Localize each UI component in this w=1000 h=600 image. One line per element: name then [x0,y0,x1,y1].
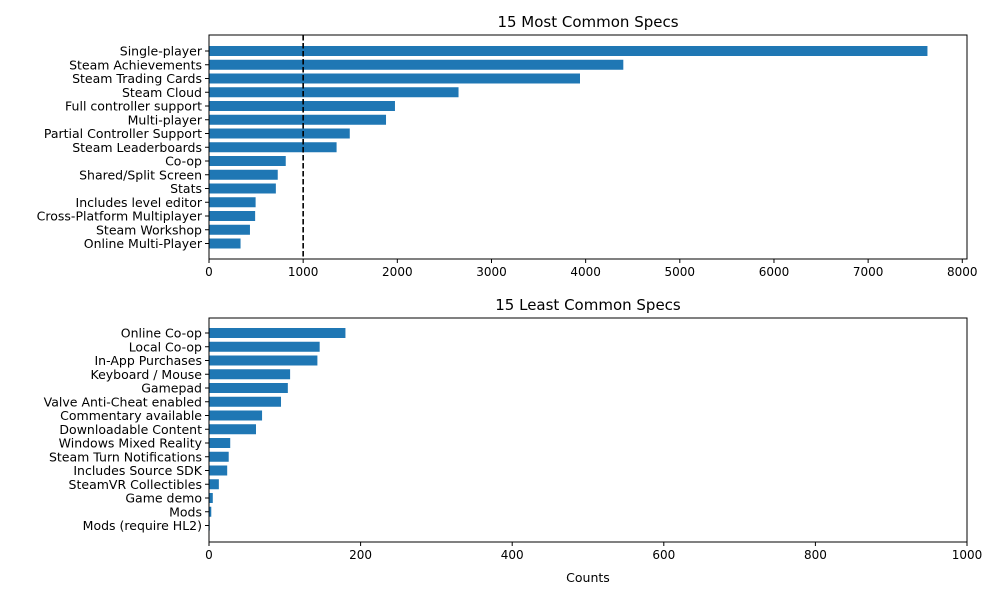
top-category-label: Steam Leaderboards [72,140,202,155]
bot-category-label: Downloadable Content [59,422,202,437]
bot-bar [209,506,212,517]
top-x-tick-label: 5000 [665,265,696,279]
bot-category-label: Valve Anti-Cheat enabled [44,394,202,409]
top-category-label: Online Multi-Player [84,236,203,251]
top-x-tick-label: 3000 [476,265,507,279]
top-chart: 15 Most Common Specs 0 1000 2000 3000 4000 50… [37,13,978,279]
bot-x-tick-label: 1000 [952,548,983,562]
top-axes-frame [208,34,968,260]
top-bar [209,73,580,84]
top-chart-title: 15 Most Common Specs [497,13,678,31]
top-bar [209,101,395,111]
bot-x-tick-label: 0 [205,548,213,562]
bot-bar [209,438,231,448]
bot-category-label: Gamepad [141,381,202,396]
top-x-tick-label: 2000 [382,265,413,279]
top-category-label: Shared/Split Screen [79,167,202,182]
top-category-label: Full controller support [65,99,202,114]
top-x-tick-label: 0 [205,265,213,279]
top-bar [209,128,350,139]
bot-bar [209,355,318,366]
top-bar [209,156,286,166]
top-x-ticks: 0 1000 2000 3000 4000 5000 6000 7000 8000 [205,259,978,279]
bot-bar [209,341,320,352]
bot-category-label: In-App Purchases [94,353,202,368]
top-x-tick-label: 6000 [759,265,790,279]
top-bar [209,183,276,194]
top-x-tick-label: 8000 [947,265,978,279]
top-category-label: Cross-Platform Multiplayer [37,209,203,224]
top-bar [209,169,278,180]
top-x-tick-label: 4000 [570,265,601,279]
top-category-label: Steam Achievements [69,57,202,72]
top-category-label: Steam Workshop [96,222,202,237]
bot-category-label: Includes Source SDK [73,463,202,478]
bottom-x-ticks: 0 200 400 600 800 1000 [205,542,982,562]
bot-bar [209,383,288,393]
bot-bar [209,493,213,503]
top-bar [209,114,387,125]
bot-category-label: Online Co-op [121,326,202,341]
top-category-label: Single-player [120,44,203,59]
bottom-axes-frame [208,317,968,543]
bot-category-label: Windows Mixed Reality [59,436,203,451]
bottom-x-axis-label: Counts [566,570,610,585]
top-category-label: Steam Trading Cards [72,71,202,86]
top-category-label: Multi-player [128,112,203,127]
top-bar [209,59,624,70]
bot-bar [209,328,346,338]
bot-category-label: Mods [169,504,202,519]
bot-x-tick-label: 400 [501,548,524,562]
top-x-tick-label: 7000 [853,265,884,279]
bot-category-label: Steam Turn Notifications [49,449,202,464]
top-bar [209,142,337,153]
bottom-chart-title: 15 Least Common Specs [495,296,681,314]
bot-category-label: SteamVR Collectibles [69,477,202,492]
bot-bar [209,451,229,462]
top-bar [209,197,256,208]
bot-category-label: Commentary available [60,408,202,423]
bot-x-tick-label: 800 [804,548,827,562]
top-bar [209,211,256,221]
bot-category-label: Mods (require HL2) [83,518,202,533]
top-category-label: Stats [170,181,202,196]
top-bars [209,46,928,249]
bot-bar [209,369,291,380]
bot-x-tick-label: 600 [652,548,675,562]
bot-category-label: Game demo [125,491,202,506]
bot-bar [209,465,228,476]
bot-bar [209,396,282,407]
bot-bar [209,424,256,435]
top-bar [209,224,250,235]
top-bar [209,238,241,249]
bot-category-label: Keyboard / Mouse [91,367,203,382]
top-category-label: Partial Controller Support [44,126,202,141]
top-category-label: Co-op [165,154,202,169]
top-bar [209,87,459,98]
top-bar [209,46,928,56]
bot-bar [209,479,219,490]
top-x-tick-label: 1000 [288,265,319,279]
top-category-label: Steam Cloud [122,85,202,100]
top-category-label: Includes level editor [76,195,203,210]
bot-category-label: Local Co-op [129,339,202,354]
bot-bar [209,410,263,421]
bot-x-tick-label: 200 [349,548,372,562]
bottom-bars [209,328,346,531]
bottom-chart: 15 Least Common Specs 0 200 400 600 800 1000 … [44,296,983,585]
